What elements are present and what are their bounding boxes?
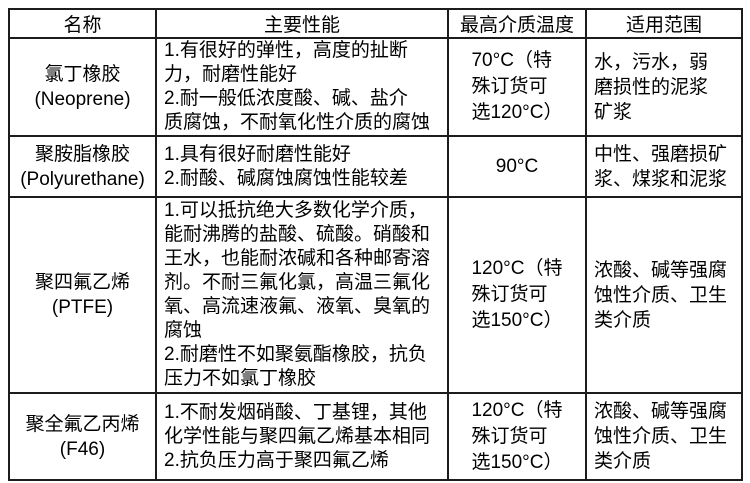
max-temp-cell: 90°C	[447, 135, 587, 198]
max-temp-cell: 120°C（特 殊订货可 选150°C）	[447, 196, 587, 394]
column-header-max-temp: 最高介质温度	[447, 8, 587, 39]
application-cell: 浓酸、碱等强腐 蚀性介质、卫生 类介质	[585, 392, 743, 481]
max-temp-cell: 70°C（特 殊订货可 选120°C）	[447, 37, 587, 137]
max-temp-text: 90°C	[495, 155, 539, 177]
table-row-polyurethane: 聚胺脂橡胶 (Polyurethane) 1.具有很好耐磨性能好 2.耐酸、碱腐…	[8, 135, 743, 198]
performance-cell: 1.有很好的弹性，高度的扯断 力，耐磨性能好 2.耐一般低浓度酸、碱、盐介 质腐…	[155, 37, 449, 137]
application-cell: 浓酸、碱等强腐 蚀性介质、卫生 类介质	[585, 196, 743, 394]
material-name-cell: 聚全氟乙丙烯 (F46)	[8, 392, 157, 481]
table-row-ptfe: 聚四氟乙烯 (PTFE) 1.可以抵抗绝大多数化学介质， 能耐沸腾的盐酸、硫酸。…	[8, 196, 743, 394]
table-header: 名称 主要性能 最高介质温度 适用范围	[8, 8, 743, 39]
column-header-name: 名称	[8, 8, 157, 39]
material-name-cell: 聚胺脂橡胶 (Polyurethane)	[8, 135, 157, 198]
table-row-neoprene: 氯丁橡胶 (Neoprene) 1.有很好的弹性，高度的扯断 力，耐磨性能好 2…	[8, 37, 743, 137]
table-body: 氯丁橡胶 (Neoprene) 1.有很好的弹性，高度的扯断 力，耐磨性能好 2…	[8, 37, 743, 481]
lining-materials-table: 名称 主要性能 最高介质温度 适用范围 氯丁橡胶 (Neoprene) 1.有很…	[8, 8, 743, 481]
max-temp-cell: 120°C（特 殊订货可 选150°C）	[447, 392, 587, 481]
max-temp-text: 120°C（特 殊订货可 选150°C）	[471, 399, 563, 473]
performance-cell: 1.不耐发烟硝酸、丁基锂，其他 化学性能与聚四氟乙烯基本相同 2.抗负压力高于聚…	[155, 392, 449, 481]
performance-cell: 1.具有很好耐磨性能好 2.耐酸、碱腐蚀腐蚀性能较差	[155, 135, 449, 198]
application-cell: 中性、强磨损矿 浆、煤浆和泥浆	[585, 135, 743, 198]
max-temp-text: 70°C（特 殊订货可 选120°C）	[471, 50, 563, 123]
performance-cell: 1.可以抵抗绝大多数化学介质， 能耐沸腾的盐酸、硫酸。硝酸和 王水，也能耐浓碱和…	[155, 196, 449, 394]
application-cell: 水，污水，弱 磨损性的泥浆 矿浆	[585, 37, 743, 137]
column-header-application: 适用范围	[585, 8, 743, 39]
material-name-cell: 聚四氟乙烯 (PTFE)	[8, 196, 157, 394]
header-row: 名称 主要性能 最高介质温度 适用范围	[8, 8, 743, 39]
table-row-f46: 聚全氟乙丙烯 (F46) 1.不耐发烟硝酸、丁基锂，其他 化学性能与聚四氟乙烯基…	[8, 392, 743, 481]
max-temp-text: 120°C（特 殊订货可 选150°C）	[471, 258, 563, 331]
material-name-cell: 氯丁橡胶 (Neoprene)	[8, 37, 157, 137]
column-header-performance: 主要性能	[155, 8, 449, 39]
